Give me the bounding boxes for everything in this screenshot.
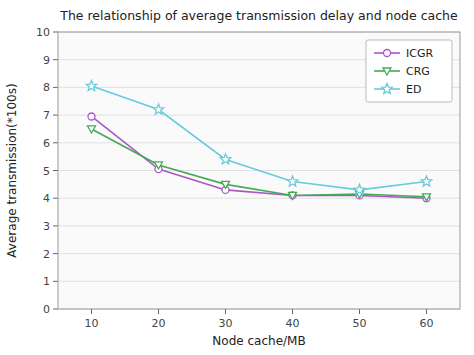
series-line xyxy=(92,116,427,198)
y-tick xyxy=(53,309,58,310)
chart: 0 1 2 3 4 5 6 7 8 9 10 10 20 30 40 50 60 The relationship… xyxy=(0,0,474,355)
y-tick xyxy=(53,87,58,88)
y-tick xyxy=(53,142,58,143)
x-tick xyxy=(225,309,226,314)
y-tick-label: 10 xyxy=(36,26,50,39)
y-tick-label: 2 xyxy=(43,248,50,261)
grid-line xyxy=(58,281,460,282)
data-point xyxy=(220,154,230,164)
y-tick-label: 0 xyxy=(43,303,50,316)
x-tick xyxy=(91,309,92,314)
y-tick-label: 7 xyxy=(43,109,50,122)
x-tick xyxy=(359,309,360,314)
legend-label: ICGR xyxy=(406,47,433,60)
y-axis-label: Average transmission(*100s) xyxy=(5,83,19,257)
plot-background xyxy=(58,32,460,309)
y-tick-label: 5 xyxy=(43,165,50,178)
x-axis-label: Node cache/MB xyxy=(212,334,305,348)
y-tick xyxy=(53,115,58,116)
data-point xyxy=(354,184,364,194)
y-tick xyxy=(53,59,58,60)
grid-line xyxy=(58,253,460,254)
x-tick-label: 20 xyxy=(152,317,166,330)
y-tick xyxy=(53,225,58,226)
y-tick-label: 1 xyxy=(43,275,50,288)
data-point xyxy=(153,104,163,114)
x-tick-label: 10 xyxy=(85,317,99,330)
y-tick xyxy=(53,170,58,171)
y-tick xyxy=(53,32,58,33)
x-tick-label: 30 xyxy=(219,317,233,330)
data-point xyxy=(423,195,430,202)
y-tick-label: 3 xyxy=(43,220,50,233)
legend-box xyxy=(366,40,452,102)
legend: ICGR CRG ED xyxy=(366,40,452,102)
legend-label: ED xyxy=(406,83,421,96)
series-line xyxy=(92,129,427,197)
x-tick xyxy=(426,309,427,314)
data-point xyxy=(287,176,297,186)
data-point xyxy=(421,176,431,186)
x-tick-label: 60 xyxy=(420,317,434,330)
data-point xyxy=(222,181,230,188)
y-tick-label: 6 xyxy=(43,137,50,150)
data-point xyxy=(423,194,431,201)
data-point xyxy=(155,162,163,169)
x-tick-label: 50 xyxy=(353,317,367,330)
data-point xyxy=(88,126,96,133)
legend-marker xyxy=(382,84,392,94)
grid-line xyxy=(58,115,460,116)
x-tick-label: 40 xyxy=(286,317,300,330)
grid-line xyxy=(58,225,460,226)
y-tick-label: 4 xyxy=(43,192,50,205)
x-tick xyxy=(292,309,293,314)
data-point xyxy=(289,192,297,199)
title: The relationship of average transmission… xyxy=(59,8,458,23)
data-point xyxy=(88,113,95,120)
y-tick xyxy=(53,281,58,282)
legend-label: CRG xyxy=(406,65,430,78)
legend-marker xyxy=(384,50,391,57)
x-tick xyxy=(158,309,159,314)
data-point xyxy=(289,192,296,199)
y-tick xyxy=(53,198,58,199)
legend-marker xyxy=(383,68,391,75)
y-tick-label: 8 xyxy=(43,81,50,94)
y-tick-label: 9 xyxy=(43,54,50,67)
data-point xyxy=(86,81,96,91)
plot-frame xyxy=(58,32,460,309)
y-tick xyxy=(53,253,58,254)
